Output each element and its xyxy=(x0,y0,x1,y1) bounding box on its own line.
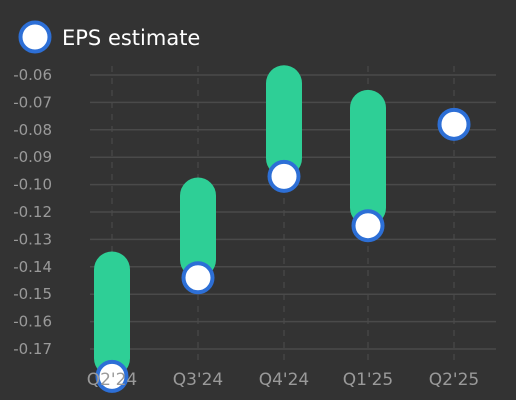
x-tick-label: Q2'25 xyxy=(429,370,480,390)
y-axis-tick-labels: -0.06 -0.07 -0.08 -0.09 -0.10 -0.12 -0.13 -0.14… xyxy=(13,66,52,358)
range-bars xyxy=(94,65,386,377)
y-tick-label: -0.09 xyxy=(13,148,52,166)
legend-marker xyxy=(18,20,52,54)
range-bar xyxy=(350,89,386,226)
eps-estimate-point xyxy=(95,359,129,393)
x-tick-label: Q1'25 xyxy=(343,370,394,390)
legend-label: EPS estimate xyxy=(62,26,200,50)
eps-estimate-point xyxy=(351,209,385,243)
legend: EPS estimate xyxy=(18,20,200,54)
eps-markers xyxy=(95,107,471,393)
y-tick-label: -0.15 xyxy=(13,285,52,303)
y-tick-label: -0.16 xyxy=(13,313,52,331)
eps-estimate-point xyxy=(181,261,215,295)
y-tick-label: -0.10 xyxy=(13,176,52,194)
y-tick-label: -0.12 xyxy=(13,203,52,221)
range-bar xyxy=(180,177,216,278)
y-tick-label: -0.14 xyxy=(13,258,52,276)
range-bar xyxy=(94,251,130,377)
x-tick-label: Q4'24 xyxy=(259,370,310,390)
y-tick-label: -0.13 xyxy=(13,230,52,248)
x-axis-tick-labels: Q2'24 Q3'24 Q4'24 Q1'25 Q2'25 xyxy=(87,370,480,390)
y-tick-label: -0.17 xyxy=(13,340,52,358)
y-tick-label: -0.07 xyxy=(13,93,52,111)
y-tick-label: -0.08 xyxy=(13,121,52,139)
range-bar xyxy=(266,65,302,177)
y-tick-label: -0.06 xyxy=(13,66,52,84)
x-tick-label: Q2'24 xyxy=(87,370,138,390)
x-tick-label: Q3'24 xyxy=(173,370,224,390)
eps-estimate-point xyxy=(437,107,471,141)
eps-estimate-point xyxy=(267,159,301,193)
